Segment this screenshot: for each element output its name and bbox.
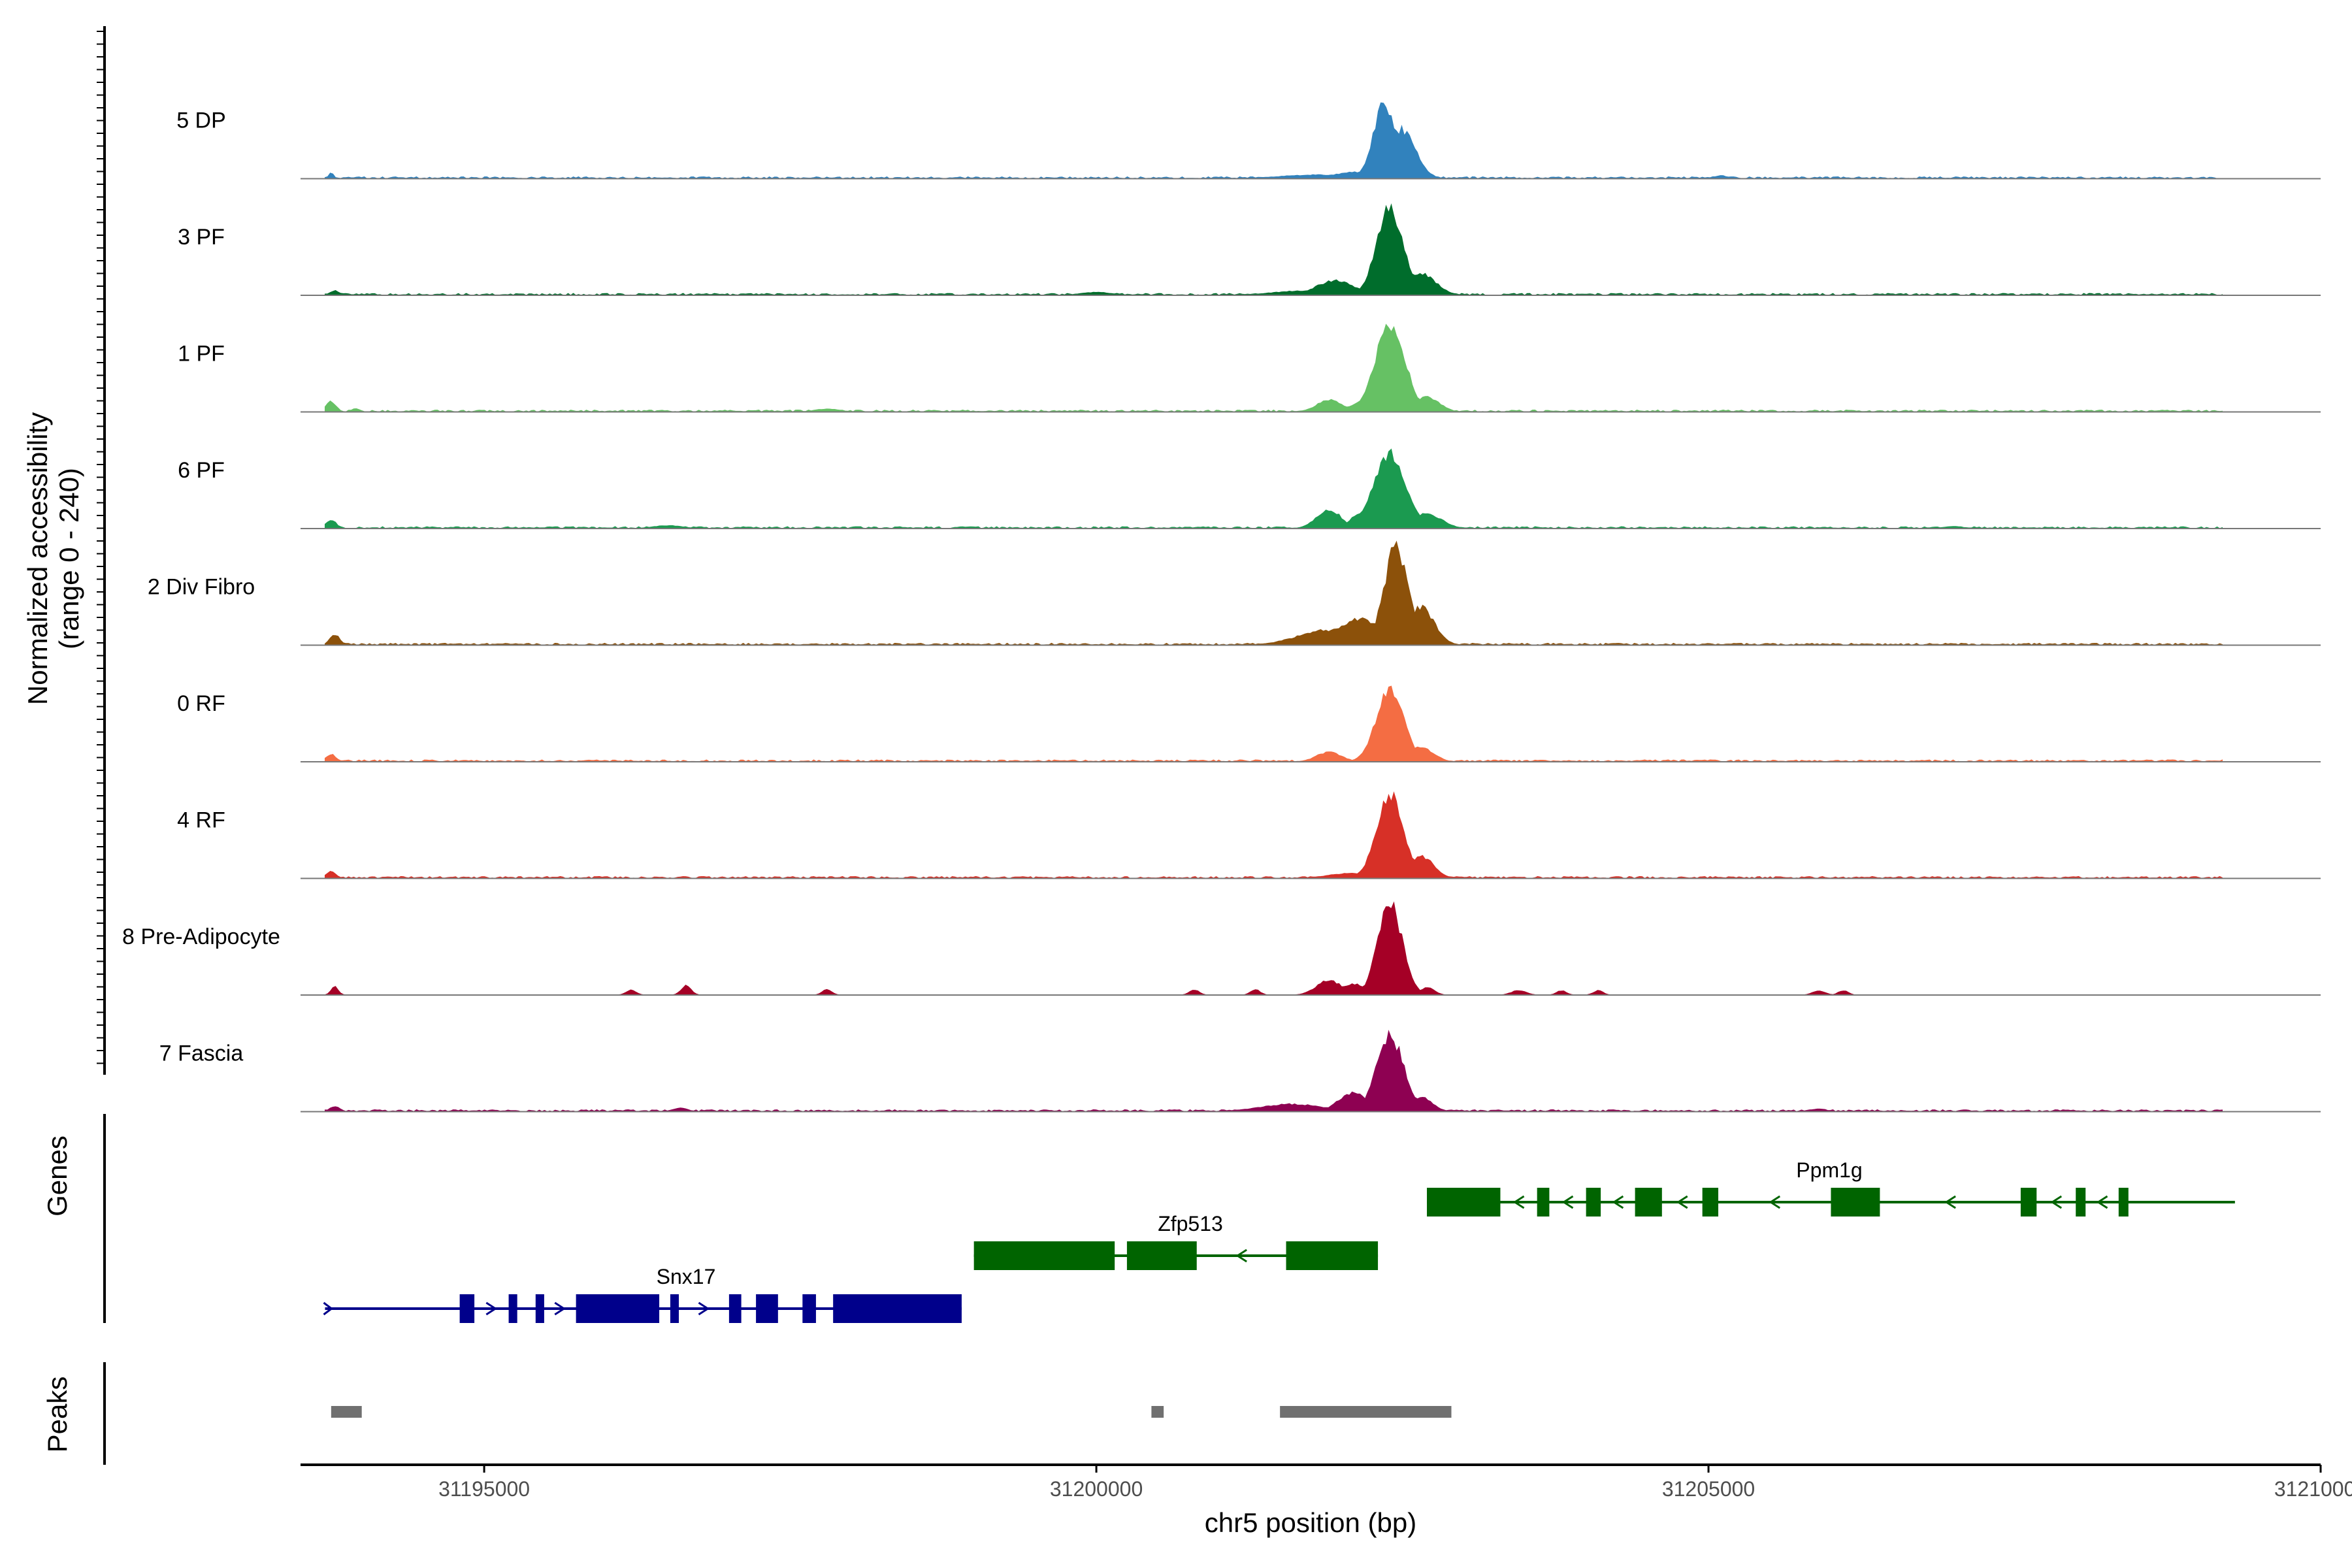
gene-exon [973, 1241, 1115, 1270]
track-4-rf: 4 RF [177, 791, 2321, 879]
track-6-pf: 6 PF [178, 448, 2321, 529]
gene-exon [535, 1294, 544, 1323]
y-axis-title: Normalized accessibility [22, 412, 53, 705]
gene-exon [508, 1294, 517, 1323]
track-label: 5 DP [176, 108, 226, 133]
strand-arrow [2096, 1195, 2108, 1209]
gene-exon [1635, 1188, 1662, 1217]
track-label: 0 RF [177, 691, 225, 716]
track-label: 8 Pre-Adipocyte [122, 924, 280, 949]
coverage-area [324, 540, 2223, 646]
track-5-dp: 5 DP [176, 102, 2321, 180]
peaks-track-label: Peaks [42, 1377, 73, 1453]
gene-exon [2118, 1188, 2129, 1217]
track-1-pf: 1 PF [178, 323, 2321, 413]
track-label: 2 Div Fibro [148, 575, 255, 600]
x-axis-title: chr5 position (bp) [1205, 1507, 1417, 1538]
track-8-pre-adipocyte: 8 Pre-Adipocyte [122, 901, 2321, 996]
peak-region [1151, 1406, 1164, 1418]
x-tick-label: 31205000 [1662, 1477, 1755, 1501]
track-2-div-fibro: 2 Div Fibro [148, 540, 2321, 646]
coverage-area [324, 102, 2223, 180]
coverage-area [324, 685, 2223, 762]
strand-arrow [1944, 1195, 1956, 1209]
track-7-fascia: 7 Fascia [159, 1030, 2321, 1113]
x-axis-group: 31195000 31200000 31205000 31210000 [301, 1463, 2352, 1501]
gene-exon [1831, 1188, 1880, 1217]
genes-track-label: Genes [42, 1135, 73, 1217]
x-tick-label: 31195000 [438, 1477, 530, 1501]
track-0-rf: 0 RF [177, 685, 2321, 762]
coverage-area [324, 791, 2223, 879]
coverage-area [324, 203, 2223, 296]
coverage-area [324, 323, 2223, 413]
gene-label: Ppm1g [1796, 1158, 1862, 1182]
gene-exon [459, 1294, 475, 1323]
gene-exon [1586, 1188, 1601, 1217]
x-tick-label: 31200000 [1050, 1477, 1143, 1501]
gene-exon [728, 1294, 742, 1323]
gene-exon [802, 1294, 816, 1323]
coverage-area [324, 1030, 2223, 1113]
peaks-track [103, 1362, 1452, 1465]
strand-arrow [1512, 1195, 1525, 1209]
strand-arrow [1235, 1249, 1247, 1263]
track-3-pf: 3 PF [178, 203, 2321, 296]
gene-exon [1286, 1241, 1379, 1270]
coverage-tracks: 5 DP 3 PF 1 PF 6 PF 2 Div Fibro 0 RF 4 RF 8 Pre… [122, 102, 2321, 1113]
x-tick-label: 31210000 [2274, 1477, 2352, 1501]
peak-region [331, 1406, 362, 1418]
track-label: 7 Fascia [159, 1041, 244, 1066]
gene-exon [1537, 1188, 1550, 1217]
coverage-area [324, 901, 2223, 996]
gene-ppm1g: Ppm1g [1427, 1158, 2235, 1217]
strand-arrow [554, 1301, 566, 1316]
track-label: 3 PF [178, 225, 225, 250]
gene-exon [1427, 1188, 1501, 1217]
gene-exon [833, 1294, 962, 1323]
strand-arrow [1769, 1195, 1781, 1209]
peak-region [1280, 1406, 1452, 1418]
gene-snx17: Snx17 [323, 1265, 962, 1323]
strand-arrow [323, 1301, 333, 1316]
gene-exon [756, 1294, 778, 1323]
gene-exon [576, 1294, 660, 1323]
coverage-area [324, 448, 2223, 529]
strand-arrow [2050, 1195, 2063, 1209]
y-axis-range-label: (range 0 - 240) [54, 468, 84, 649]
gene-label: Zfp513 [1158, 1212, 1223, 1235]
gene-exon [670, 1294, 679, 1323]
gene-exon [2076, 1188, 2086, 1217]
strand-arrow [1561, 1195, 1574, 1209]
gene-exon [2020, 1188, 2037, 1217]
y-axis-group [97, 26, 106, 1075]
strand-arrow [1676, 1195, 1688, 1209]
gene-exon [1702, 1188, 1719, 1217]
gene-label: Snx17 [657, 1265, 716, 1288]
track-label: 4 RF [177, 808, 225, 833]
strand-arrow [1612, 1195, 1624, 1209]
strand-arrow [698, 1301, 710, 1316]
track-label: 6 PF [178, 458, 225, 483]
gene-zfp513: Zfp513 [973, 1212, 1379, 1270]
gene-exon [1126, 1241, 1197, 1270]
track-label: 1 PF [178, 342, 225, 367]
strand-arrow [485, 1301, 498, 1316]
genes-track: Snx17 Zfp513 Ppm1g [103, 1114, 2235, 1323]
